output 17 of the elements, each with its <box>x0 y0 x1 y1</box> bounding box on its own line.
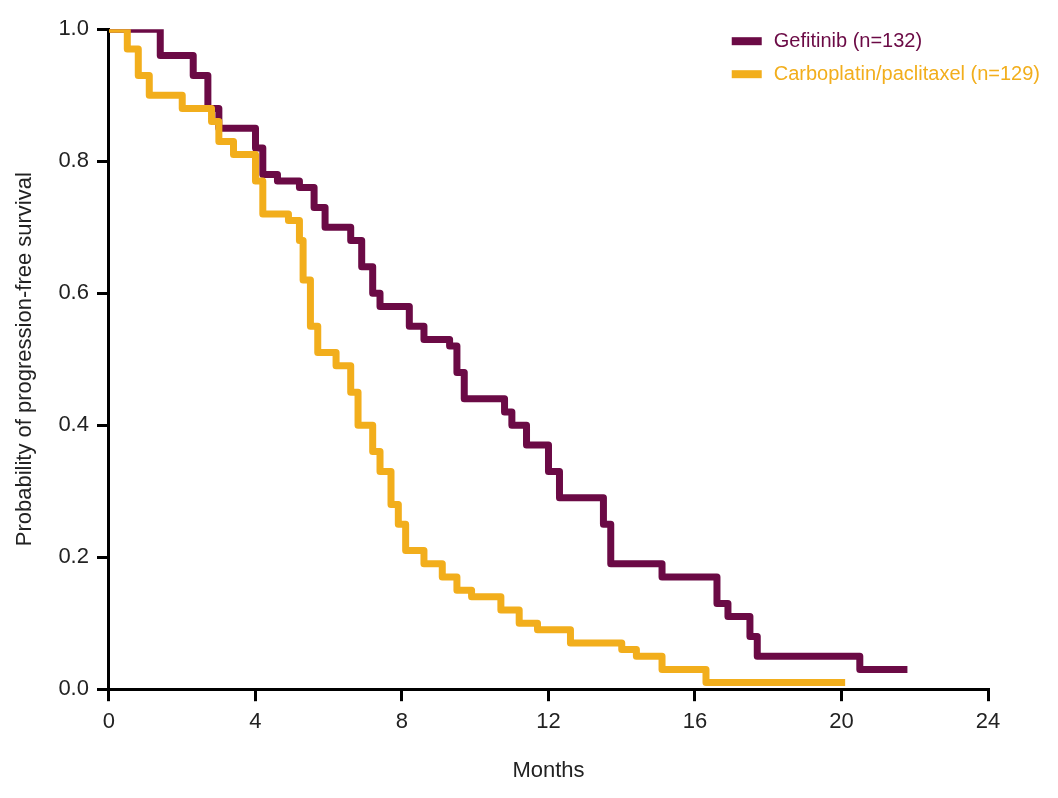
x-tick-label: 24 <box>975 708 1001 734</box>
y-tick-label: 0.0 <box>58 675 89 701</box>
x-tick-label: 0 <box>102 708 116 734</box>
y-tick-label: 0.6 <box>58 279 89 305</box>
y-tick-label: 0.2 <box>58 543 89 569</box>
y-axis-title: Probability of progression-free survival <box>11 172 37 547</box>
x-tick-label: 8 <box>395 708 409 734</box>
x-tick-label: 12 <box>536 708 561 734</box>
x-tick-label: 4 <box>249 708 262 734</box>
legend-label: Gefitinib (n=132) <box>773 28 923 51</box>
y-tick-label: 0.4 <box>58 411 89 437</box>
x-tick-label: 20 <box>829 708 854 734</box>
legend-label: Carboplatin/paclitaxel (n=129) <box>773 61 1041 84</box>
x-tick-label: 16 <box>682 708 708 734</box>
y-tick-label: 1.0 <box>58 15 89 41</box>
y-tick-label: 0.8 <box>58 147 89 173</box>
x-axis-title: Months <box>512 756 585 782</box>
